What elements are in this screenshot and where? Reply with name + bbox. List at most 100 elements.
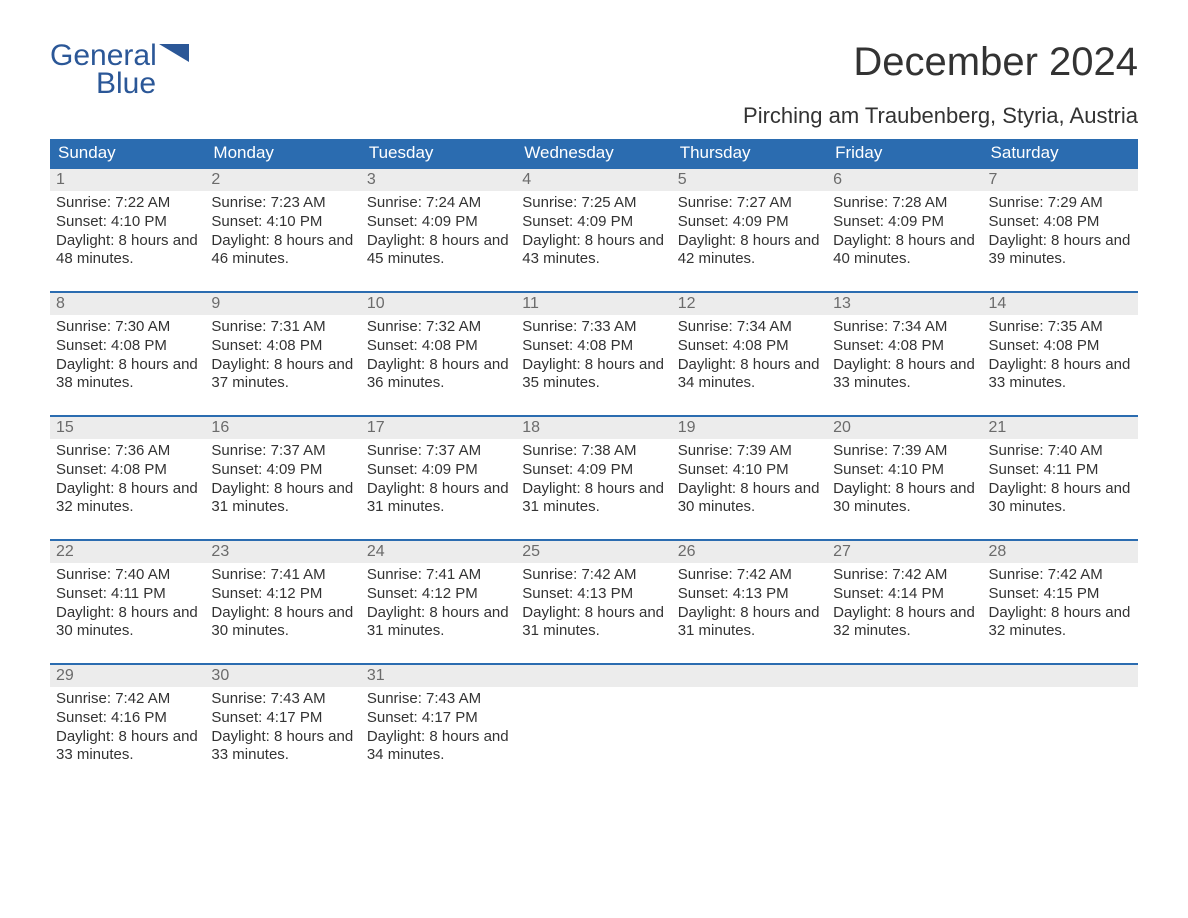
calendar-day-cell: 8Sunrise: 7:30 AMSunset: 4:08 PMDaylight… xyxy=(50,292,205,416)
sunset-line: Sunset: 4:12 PM xyxy=(211,585,354,604)
sunrise-line: Sunrise: 7:30 AM xyxy=(56,318,199,337)
day-number xyxy=(516,665,671,687)
daylight-line: Daylight: 8 hours and 31 minutes. xyxy=(367,480,510,518)
weekday-header: Sunday xyxy=(50,139,205,168)
sunset-line: Sunset: 4:09 PM xyxy=(833,213,976,232)
sunset-line: Sunset: 4:10 PM xyxy=(56,213,199,232)
day-number: 30 xyxy=(205,665,360,687)
daylight-line: Daylight: 8 hours and 33 minutes. xyxy=(989,356,1132,394)
day-number xyxy=(672,665,827,687)
title-block: December 2024 Pirching am Traubenberg, S… xyxy=(743,40,1138,129)
calendar-day-cell: 1Sunrise: 7:22 AMSunset: 4:10 PMDaylight… xyxy=(50,168,205,292)
day-number: 11 xyxy=(516,293,671,315)
month-title: December 2024 xyxy=(743,40,1138,85)
daylight-line: Daylight: 8 hours and 46 minutes. xyxy=(211,232,354,270)
day-number: 31 xyxy=(361,665,516,687)
sunset-line: Sunset: 4:08 PM xyxy=(211,337,354,356)
day-number: 5 xyxy=(672,169,827,191)
calendar-day-cell: 23 Sunrise: 7:41 AMSunset: 4:12 PMDayligh… xyxy=(205,540,360,664)
calendar-day-cell: 3Sunrise: 7:24 AMSunset: 4:09 PMDaylight… xyxy=(361,168,516,292)
daylight-line: Daylight: 8 hours and 33 minutes. xyxy=(833,356,976,394)
sunrise-line: Sunrise: 7:31 AM xyxy=(211,318,354,337)
weekday-header-row: SundayMondayTuesdayWednesdayThursdayFrid… xyxy=(50,139,1138,168)
sunrise-line: Sunrise: 7:42 AM xyxy=(833,566,976,585)
sunrise-line: Sunrise: 7:38 AM xyxy=(522,442,665,461)
sunset-line: Sunset: 4:10 PM xyxy=(833,461,976,480)
daylight-line: Daylight: 8 hours and 33 minutes. xyxy=(56,728,199,766)
daylight-line: Daylight: 8 hours and 38 minutes. xyxy=(56,356,199,394)
sunset-line: Sunset: 4:09 PM xyxy=(211,461,354,480)
daylight-line: Daylight: 8 hours and 34 minutes. xyxy=(367,728,510,766)
day-number: 17 xyxy=(361,417,516,439)
day-number: 27 xyxy=(827,541,982,563)
day-number: 29 xyxy=(50,665,205,687)
day-number: 2 xyxy=(205,169,360,191)
weekday-header: Monday xyxy=(205,139,360,168)
sunset-line: Sunset: 4:13 PM xyxy=(522,585,665,604)
sunrise-line: Sunrise: 7:32 AM xyxy=(367,318,510,337)
weekday-header: Wednesday xyxy=(516,139,671,168)
calendar-week-row: 1Sunrise: 7:22 AMSunset: 4:10 PMDaylight… xyxy=(50,168,1138,292)
daylight-line: Daylight: 8 hours and 43 minutes. xyxy=(522,232,665,270)
day-number: 25 xyxy=(516,541,671,563)
sunset-line: Sunset: 4:13 PM xyxy=(678,585,821,604)
daylight-line: Daylight: 8 hours and 33 minutes. xyxy=(211,728,354,766)
day-number xyxy=(983,665,1138,687)
daylight-line: Daylight: 8 hours and 36 minutes. xyxy=(367,356,510,394)
sunrise-line: Sunrise: 7:42 AM xyxy=(989,566,1132,585)
daylight-line: Daylight: 8 hours and 37 minutes. xyxy=(211,356,354,394)
calendar-day-cell: 19Sunrise: 7:39 AMSunset: 4:10 PMDayligh… xyxy=(672,416,827,540)
calendar-day-cell: 27Sunrise: 7:42 AMSunset: 4:14 PMDayligh… xyxy=(827,540,982,664)
day-number: 18 xyxy=(516,417,671,439)
sunset-line: Sunset: 4:08 PM xyxy=(989,213,1132,232)
sunrise-line: Sunrise: 7:36 AM xyxy=(56,442,199,461)
day-number: 15 xyxy=(50,417,205,439)
calendar-day-cell: 28Sunrise: 7:42 AMSunset: 4:15 PMDayligh… xyxy=(983,540,1138,664)
calendar-day-cell: 18Sunrise: 7:38 AMSunset: 4:09 PMDayligh… xyxy=(516,416,671,540)
calendar-day-cell: 16Sunrise: 7:37 AMSunset: 4:09 PMDayligh… xyxy=(205,416,360,540)
sunset-line: Sunset: 4:12 PM xyxy=(367,585,510,604)
daylight-line: Daylight: 8 hours and 32 minutes. xyxy=(56,480,199,518)
calendar-body: 1Sunrise: 7:22 AMSunset: 4:10 PMDaylight… xyxy=(50,168,1138,787)
daylight-line: Daylight: 8 hours and 35 minutes. xyxy=(522,356,665,394)
sunset-line: Sunset: 4:17 PM xyxy=(367,709,510,728)
day-number: 12 xyxy=(672,293,827,315)
sunrise-line: Sunrise: 7:29 AM xyxy=(989,194,1132,213)
sunset-line: Sunset: 4:16 PM xyxy=(56,709,199,728)
sunset-line: Sunset: 4:08 PM xyxy=(522,337,665,356)
calendar-week-row: 8Sunrise: 7:30 AMSunset: 4:08 PMDaylight… xyxy=(50,292,1138,416)
sunset-line: Sunset: 4:08 PM xyxy=(989,337,1132,356)
calendar-day-cell: 5Sunrise: 7:27 AMSunset: 4:09 PMDaylight… xyxy=(672,168,827,292)
daylight-line: Daylight: 8 hours and 30 minutes. xyxy=(56,604,199,642)
sunrise-line: Sunrise: 7:43 AM xyxy=(211,690,354,709)
sunrise-line: Sunrise: 7:25 AM xyxy=(522,194,665,213)
day-number: 3 xyxy=(361,169,516,191)
day-number: 4 xyxy=(516,169,671,191)
calendar-day-cell: 31 Sunrise: 7:43 AMSunset: 4:17 PMDayligh… xyxy=(361,664,516,787)
daylight-line: Daylight: 8 hours and 31 minutes. xyxy=(367,604,510,642)
daylight-line: Daylight: 8 hours and 40 minutes. xyxy=(833,232,976,270)
sunrise-line: Sunrise: 7:43 AM xyxy=(367,690,510,709)
daylight-line: Daylight: 8 hours and 32 minutes. xyxy=(833,604,976,642)
weekday-header: Friday xyxy=(827,139,982,168)
day-number: 7 xyxy=(983,169,1138,191)
daylight-line: Daylight: 8 hours and 30 minutes. xyxy=(678,480,821,518)
sunrise-line: Sunrise: 7:41 AM xyxy=(211,566,354,585)
day-number: 23 xyxy=(205,541,360,563)
day-number: 22 xyxy=(50,541,205,563)
sunrise-line: Sunrise: 7:39 AM xyxy=(678,442,821,461)
sunrise-line: Sunrise: 7:37 AM xyxy=(211,442,354,461)
daylight-line: Daylight: 8 hours and 30 minutes. xyxy=(211,604,354,642)
sunset-line: Sunset: 4:08 PM xyxy=(56,461,199,480)
sunrise-line: Sunrise: 7:35 AM xyxy=(989,318,1132,337)
daylight-line: Daylight: 8 hours and 45 minutes. xyxy=(367,232,510,270)
daylight-line: Daylight: 8 hours and 31 minutes. xyxy=(522,480,665,518)
sunrise-line: Sunrise: 7:24 AM xyxy=(367,194,510,213)
day-number: 14 xyxy=(983,293,1138,315)
day-number: 10 xyxy=(361,293,516,315)
day-number: 16 xyxy=(205,417,360,439)
sunset-line: Sunset: 4:09 PM xyxy=(522,213,665,232)
sunrise-line: Sunrise: 7:40 AM xyxy=(56,566,199,585)
sunrise-line: Sunrise: 7:22 AM xyxy=(56,194,199,213)
header: General Blue December 2024 Pirching am T… xyxy=(50,40,1138,129)
